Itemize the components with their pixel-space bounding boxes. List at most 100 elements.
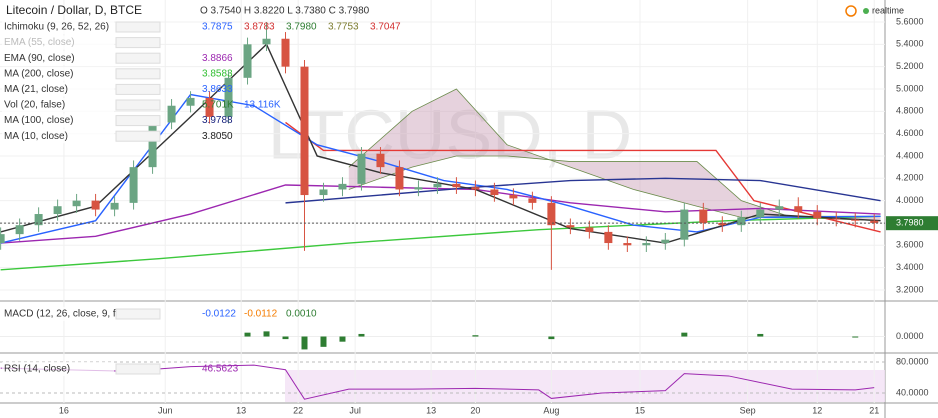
candle-body: [623, 243, 632, 246]
y-tick-label: 80.0000: [896, 356, 929, 366]
legend-value: 3.8866: [202, 53, 233, 64]
macd-bar: [757, 333, 764, 337]
y-tick-label: 5.2000: [896, 61, 924, 71]
realtime-icon: [845, 5, 857, 17]
macd-bar: [472, 335, 479, 337]
realtime-dot: [863, 8, 869, 14]
legend-bg: [2, 20, 114, 34]
legend-name: MA (200, close): [4, 68, 73, 79]
candle-body: [357, 153, 366, 184]
candle-body: [243, 44, 252, 78]
y-tick-label: 4.4000: [896, 150, 924, 160]
legend-bg: [2, 35, 114, 50]
candle-body: [737, 217, 746, 226]
candle-body: [72, 200, 81, 207]
legend-value: 3.9788: [202, 115, 233, 126]
legend-value: 3.7980: [286, 22, 317, 33]
candle-body: [433, 183, 442, 188]
candle-body: [680, 209, 689, 240]
y-tick-label: 0.0000: [896, 331, 924, 341]
macd-bar: [548, 336, 555, 340]
legend-bg: [2, 98, 114, 112]
legend-value: 3.8583: [202, 68, 233, 79]
legend-value: 3.8050: [202, 131, 233, 142]
last-price-label: 3.7980: [896, 218, 924, 228]
candle-body: [186, 97, 195, 106]
candle-body: [870, 220, 879, 223]
realtime-label: realtime: [872, 5, 904, 15]
macd-bar: [263, 331, 270, 337]
candle-body: [604, 231, 613, 244]
candle-body: [775, 206, 784, 210]
legend-value: 3.7047: [370, 22, 401, 33]
candle-body: [167, 105, 176, 123]
legend-value: 3.7875: [202, 22, 233, 33]
legend-bg: [2, 51, 114, 66]
y-tick-label: 4.2000: [896, 173, 924, 183]
legend-controls: [115, 363, 161, 375]
legend-name: RSI (14, close): [4, 364, 70, 375]
legend-controls: [115, 21, 161, 33]
legend-controls: [115, 37, 161, 49]
candle-body: [490, 189, 499, 196]
legend-bg: [2, 66, 114, 81]
candle-body: [585, 227, 594, 232]
x-tick-label: Jul: [349, 405, 361, 415]
candle-body: [471, 187, 480, 190]
candle-body: [566, 225, 575, 228]
ohlc-text: O 3.7540 H 3.8220 L 3.7380 C 3.7980: [200, 6, 370, 17]
legend-name: MA (100, close): [4, 115, 73, 126]
macd-bar: [320, 336, 327, 347]
candle-body: [148, 122, 157, 168]
legend-name: MA (10, close): [4, 131, 68, 142]
candle-body: [0, 234, 5, 244]
candle-body: [642, 243, 651, 246]
candle-body: [300, 66, 309, 196]
candle-body: [813, 211, 822, 219]
legend-controls: [115, 130, 161, 142]
legend-value: 5.701K: [202, 100, 234, 111]
x-tick-label: Aug: [543, 405, 559, 415]
x-tick-label: 15: [635, 405, 645, 415]
legend-name: EMA (90, close): [4, 53, 75, 64]
candle-body: [34, 214, 43, 226]
legend-value: 3.7753: [328, 22, 359, 33]
candle-body: [319, 189, 328, 196]
candle-body: [794, 206, 803, 212]
legend-bg: [2, 362, 114, 376]
indicator-line: [285, 121, 881, 233]
last-price-box: [886, 216, 938, 231]
legend-value: -0.0112: [244, 309, 278, 320]
y-tick-label: 40.0000: [896, 387, 929, 397]
legend-bg: [2, 82, 114, 97]
chart-title: Litecoin / Dollar, D, BTCE: [6, 3, 142, 17]
legend-controls: [115, 99, 161, 111]
legend-value: 3.8783: [244, 22, 275, 33]
legend-controls: [115, 83, 161, 95]
legend-controls: [115, 52, 161, 64]
rsi-band: [285, 370, 885, 402]
candle-body: [15, 225, 24, 235]
y-tick-label: 3.4000: [896, 262, 924, 272]
y-tick-label: 5.4000: [896, 39, 924, 49]
indicator-line: [285, 177, 881, 204]
macd-bar: [681, 332, 688, 337]
macd-bar: [339, 336, 346, 342]
indicator-line: [0, 184, 881, 244]
legend-bg: [2, 307, 114, 321]
candle-body: [452, 183, 461, 188]
candle-body: [281, 38, 290, 67]
ichimoku-cloud: [348, 88, 881, 221]
candle-body: [661, 239, 670, 244]
x-tick-label: 20: [470, 405, 480, 415]
candle-body: [509, 195, 518, 199]
macd-bar: [852, 336, 859, 338]
y-tick-label: 5.6000: [896, 16, 924, 26]
watermark: LTCUSD, D: [268, 95, 632, 173]
candle-body: [528, 198, 537, 203]
candle-body: [756, 209, 765, 218]
y-tick-label: 3.2000: [896, 284, 924, 294]
legend-controls: [115, 115, 161, 127]
legend-bg: [2, 113, 114, 128]
